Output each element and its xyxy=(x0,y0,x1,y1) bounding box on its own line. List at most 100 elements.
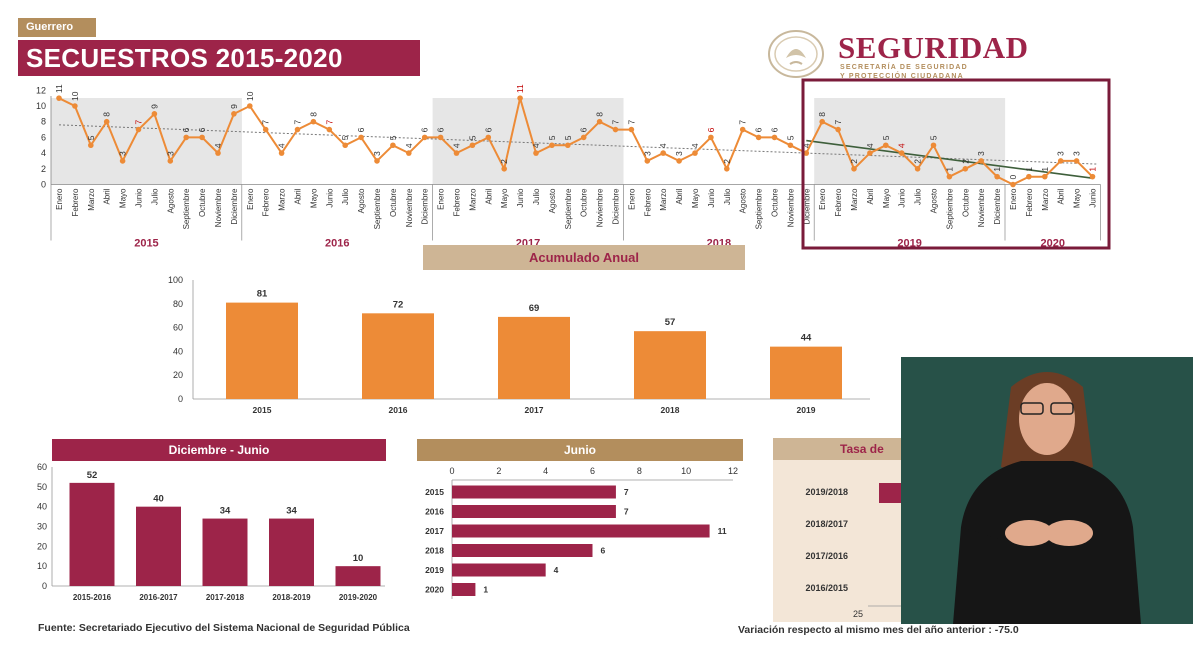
month-tick-label: Julio xyxy=(914,188,923,205)
month-tick-label: Junio xyxy=(516,188,525,208)
y-tick-label: 0 xyxy=(42,581,47,591)
data-point xyxy=(962,166,969,172)
x-tick-label: 10 xyxy=(681,466,691,476)
month-tick-label: Marzo xyxy=(659,188,668,211)
data-label: 3 xyxy=(118,151,128,156)
bar xyxy=(452,505,616,518)
bar xyxy=(634,331,706,399)
data-point xyxy=(708,134,714,141)
month-tick-label: Febrero xyxy=(643,188,652,217)
data-label: 2 xyxy=(722,159,732,164)
month-tick-label: Noviembre xyxy=(405,188,414,227)
data-label: 8 xyxy=(595,112,605,117)
rate-title: Tasa de xyxy=(840,442,884,456)
data-label: 8 xyxy=(817,112,827,117)
y-tick-label: 40 xyxy=(173,346,183,356)
data-point xyxy=(994,173,1000,180)
data-point xyxy=(835,126,841,133)
bar xyxy=(269,518,314,586)
y-tick-label: 2019/2018 xyxy=(805,487,848,497)
month-tick-label: Febrero xyxy=(262,188,271,217)
month-tick-label: Septiembre xyxy=(755,188,764,229)
data-point xyxy=(437,134,444,141)
data-point xyxy=(771,134,778,141)
month-tick-label: Julio xyxy=(150,188,159,205)
data-label: 6 xyxy=(436,127,446,132)
bar xyxy=(452,524,710,538)
data-label: 2 xyxy=(499,159,509,164)
data-point xyxy=(565,142,571,149)
year-band xyxy=(432,98,624,185)
y-tick-label: 2017/2016 xyxy=(805,551,848,561)
month-tick-label: Abril xyxy=(675,188,684,204)
data-label: 7 xyxy=(738,120,748,125)
x-tick-label: 12 xyxy=(728,466,738,476)
data-label: 4 xyxy=(690,143,700,148)
y-tick-label: 0 xyxy=(41,180,46,190)
month-tick-label: Agosto xyxy=(357,188,366,213)
data-label: 4 xyxy=(404,143,414,148)
data-label: 3 xyxy=(1072,151,1082,156)
month-tick-label: Abril xyxy=(294,188,303,204)
data-label: 4 xyxy=(554,565,559,575)
month-tick-label: Septiembre xyxy=(373,188,382,229)
month-tick-label: Febrero xyxy=(453,188,462,217)
x-tick-label: 25 xyxy=(853,609,863,619)
data-label: 40 xyxy=(153,494,164,505)
data-label: 0 xyxy=(1008,175,1018,180)
y-tick-label: 80 xyxy=(173,299,183,309)
month-tick-label: Agosto xyxy=(739,188,748,213)
month-tick-label: Abril xyxy=(866,188,875,204)
data-label: 8 xyxy=(308,112,318,117)
dec-jun-title-band xyxy=(52,439,386,461)
data-label: 5 xyxy=(388,135,398,140)
month-tick-label: Febrero xyxy=(71,188,80,217)
data-label: 1 xyxy=(1088,167,1098,172)
y-tick-label: 2019 xyxy=(425,565,444,575)
y-tick-label: 60 xyxy=(173,323,183,333)
month-tick-label: Octubre xyxy=(198,188,207,217)
june-title-band xyxy=(417,439,743,461)
y-tick-label: 2018/2017 xyxy=(805,519,848,529)
month-tick-label: Mayo xyxy=(309,188,318,208)
dec-jun-title: Diciembre - Junio xyxy=(169,443,270,457)
x-tick-label: 2016-2017 xyxy=(139,593,178,602)
month-tick-label: Noviembre xyxy=(977,188,986,227)
data-label: 1 xyxy=(944,167,954,172)
bar xyxy=(69,482,115,586)
month-tick-label: Agosto xyxy=(166,188,175,213)
month-tick-label: Febrero xyxy=(834,188,843,217)
data-label: 10 xyxy=(353,553,364,564)
data-label: 5 xyxy=(785,135,795,140)
data-label: 6 xyxy=(356,127,366,132)
bar xyxy=(498,316,570,399)
bar xyxy=(452,583,476,596)
month-tick-label: Mayo xyxy=(1073,188,1082,208)
data-label: 6 xyxy=(483,127,493,132)
bar xyxy=(362,313,434,399)
y-tick-label: 100 xyxy=(168,275,183,285)
annual-title: Acumulado Anual xyxy=(529,250,639,265)
data-label: 5 xyxy=(547,135,557,140)
data-label: 9 xyxy=(229,104,239,109)
data-label: 57 xyxy=(665,317,676,328)
year-band xyxy=(814,98,1006,185)
y-tick-label: 6 xyxy=(41,132,46,142)
data-point xyxy=(739,126,746,133)
data-point xyxy=(406,150,412,156)
data-point xyxy=(851,166,857,172)
data-point xyxy=(485,134,492,141)
bar xyxy=(226,302,298,399)
data-label: 8 xyxy=(102,112,112,117)
month-tick-label: Octubre xyxy=(961,188,970,217)
month-tick-label: Junio xyxy=(135,188,144,208)
x-tick-label: 2016 xyxy=(389,405,408,415)
data-point xyxy=(294,126,301,133)
data-point xyxy=(278,150,285,156)
data-label: 4 xyxy=(658,143,668,148)
data-point xyxy=(342,142,349,149)
data-label: 5 xyxy=(467,135,477,140)
month-tick-label: Octubre xyxy=(389,188,398,217)
